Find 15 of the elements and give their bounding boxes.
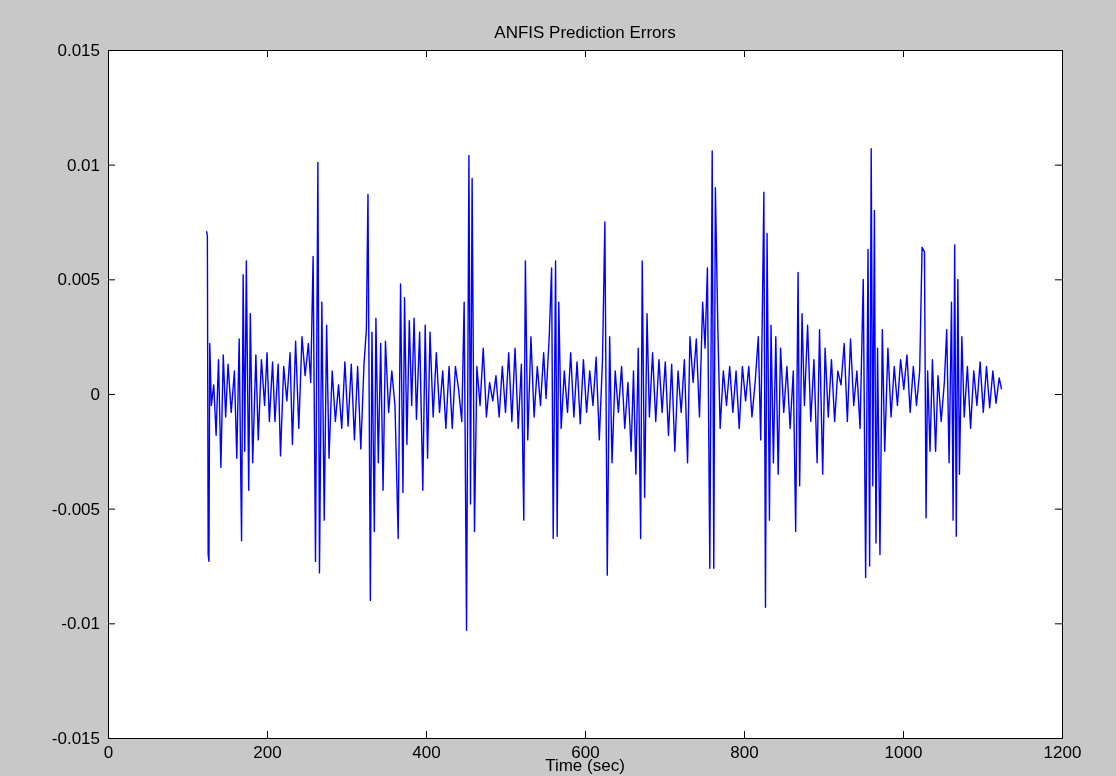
y-tick-label: -0.01 xyxy=(61,614,100,634)
y-tick-label: -0.005 xyxy=(51,499,100,519)
x-tick-label: 400 xyxy=(412,743,441,763)
x-tick-label: 1200 xyxy=(1043,743,1082,763)
x-tick-label: 200 xyxy=(253,743,282,763)
x-tick-label: 1000 xyxy=(884,743,923,763)
y-tick-label: 0.005 xyxy=(57,270,100,290)
y-tick-label: 0 xyxy=(90,384,100,404)
y-tick-label: 0.015 xyxy=(57,40,100,60)
x-tick-label: 800 xyxy=(730,743,759,763)
y-tick-label: -0.015 xyxy=(51,728,100,748)
line-series xyxy=(205,147,1003,631)
chart-title: ANFIS Prediction Errors xyxy=(494,23,676,42)
y-tick-label: 0.01 xyxy=(66,155,100,175)
x-tick-label: 0 xyxy=(103,743,114,763)
